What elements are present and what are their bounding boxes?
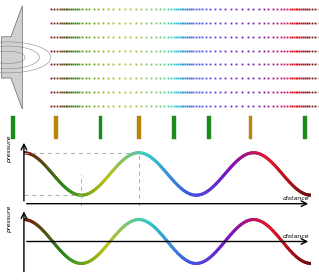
Bar (172, 116, 176, 139)
Text: pressure: pressure (7, 205, 12, 233)
Bar (54, 116, 58, 139)
Bar (54, 116, 58, 139)
Bar (99, 116, 102, 139)
Bar (249, 116, 252, 139)
Text: distance: distance (283, 234, 309, 239)
Bar (249, 116, 252, 139)
Text: pressure: pressure (7, 136, 12, 163)
Bar (303, 116, 307, 139)
Polygon shape (2, 6, 22, 109)
Bar (11, 116, 15, 139)
Bar (11, 116, 15, 139)
Bar (137, 116, 141, 139)
Bar (207, 116, 211, 139)
Bar (207, 116, 211, 139)
Text: distance: distance (283, 197, 309, 202)
Bar (137, 116, 141, 139)
Bar (172, 116, 176, 139)
Bar (99, 116, 102, 139)
Bar (303, 116, 307, 139)
